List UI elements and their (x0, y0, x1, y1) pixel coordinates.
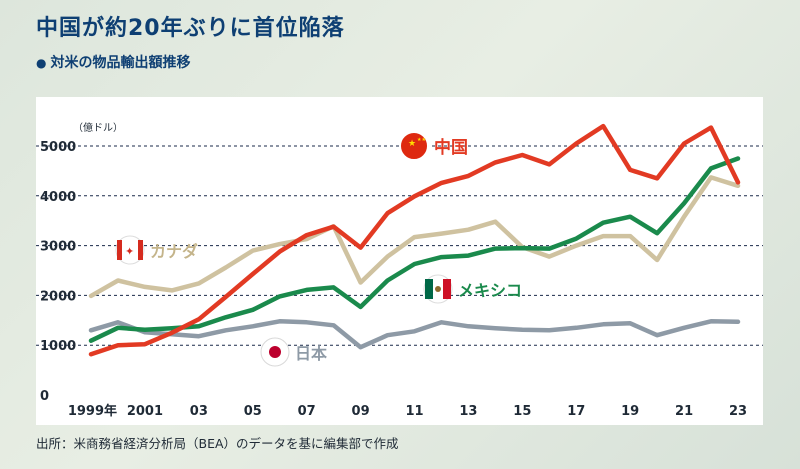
x-tick-label: 19 (621, 404, 639, 419)
x-tick-label: 1999年 (68, 403, 117, 419)
series-line-mexico (88, 156, 741, 343)
y-tick-label: 1000 (40, 339, 76, 354)
series-lines (88, 123, 741, 357)
x-tick-label: 21 (675, 404, 693, 419)
x-tick-label: 11 (405, 404, 423, 419)
series-line-japan (88, 319, 741, 350)
china-flag-star-small: ★★ (417, 137, 426, 143)
y-tick-label: 0 (40, 389, 49, 404)
legend-canada: ✦ カナダ (115, 235, 198, 265)
series-line-canada (88, 175, 741, 299)
y-tick-label: 2000 (40, 289, 76, 304)
plot-background (36, 97, 763, 425)
x-tick-label: 2001 (127, 404, 163, 419)
gridlines (36, 145, 763, 346)
mexico-flag-emblem (435, 286, 441, 292)
legend-mexico-label: メキシコ (458, 281, 522, 300)
legend-china: ★ ★★ 中国 (399, 131, 468, 161)
x-tick-label: 07 (298, 404, 316, 419)
x-tick-label: 15 (513, 404, 531, 419)
x-axis-ticks: 1999年 2001 03 05 07 09 11 13 15 17 19 21 23 (68, 403, 747, 419)
x-tick-label: 17 (567, 404, 585, 419)
mexico-flag-band-green (425, 279, 433, 299)
y-tick-label: 3000 (40, 240, 76, 255)
china-flag-icon (399, 131, 429, 161)
legend-japan: 日本 (260, 337, 327, 367)
canada-flag-band-left (117, 240, 122, 260)
source-note: 出所：米商務省経済分析局（BEA）のデータを基に編集部で作成 (36, 436, 399, 451)
y-tick-label: 5000 (40, 140, 76, 155)
japan-flag-sun (269, 346, 281, 358)
chart-subtitle: ● 対米の物品輸出額推移 (36, 52, 190, 72)
canada-flag-icon (115, 235, 145, 265)
legend-japan-label: 日本 (295, 344, 327, 363)
x-tick-label: 13 (459, 404, 477, 419)
subtitle-text: 対米の物品輸出額推移 (50, 55, 191, 71)
canada-flag-leaf: ✦ (125, 245, 134, 258)
legend-mexico: メキシコ (423, 274, 522, 304)
x-tick-label: 05 (244, 404, 262, 419)
y-tick-label: 4000 (40, 190, 76, 205)
mexico-flag-band-red (443, 279, 451, 299)
y-axis-ticks: 0 1000 2000 3000 4000 5000 (40, 140, 76, 404)
subtitle-bullet-icon: ● (36, 56, 47, 70)
x-tick-label: 23 (729, 404, 747, 419)
y-axis-unit-label: （億ドル） (73, 121, 123, 134)
china-flag-star: ★ (408, 139, 416, 149)
chart-title: 中国が約20年ぶりに首位陥落 (36, 16, 345, 41)
legend-canada-label: カナダ (150, 242, 198, 261)
series-line-china (88, 123, 741, 357)
x-tick-label: 09 (352, 404, 370, 419)
x-tick-label: 03 (190, 404, 208, 419)
canada-flag-band-right (138, 240, 143, 260)
legend-china-label: 中国 (434, 137, 468, 158)
